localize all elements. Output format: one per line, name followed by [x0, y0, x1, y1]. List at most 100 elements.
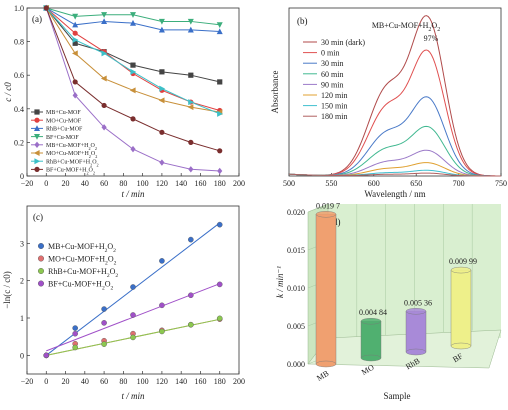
panel-a-legend-label: RhB+Cu-MOF: [46, 127, 83, 133]
panel-c-data-point: [159, 258, 165, 264]
panel-c-data-point: [130, 334, 136, 341]
panel-b-xtick-label: 650: [410, 179, 422, 188]
panel-c-data-point: [130, 312, 136, 318]
panel-d-category-label: MB: [315, 369, 330, 383]
panel-a-data-point: [71, 50, 78, 57]
panel-a-data-point: [101, 12, 108, 18]
panel-d-xlabel: Sample: [384, 391, 411, 401]
panel-c-legend-label: BF+Cu-MOF+H2O2: [48, 280, 114, 292]
panel-a-xtick-label: 20: [62, 179, 70, 188]
panel-a-xtick-label: 160: [194, 179, 206, 188]
panel-c-data-point: [188, 321, 194, 328]
panel-d-bar-body: [405, 311, 427, 353]
panel-b-legend-label: 180 min: [321, 112, 347, 121]
panel-a: (a) −20 0 20 40 60 80 100 120 140 160 180 20000.20.…: [3, 4, 245, 199]
panel-a-data-point: [159, 85, 166, 92]
panel-a-ylabel: c / c0: [3, 82, 13, 102]
panel-c-legend-label: MO+Cu-MOF+H2O2: [48, 255, 117, 267]
panel-d-bar-base: [405, 348, 427, 356]
panel-d-bar-cap: [450, 266, 472, 274]
panel-a-data-point: [130, 68, 137, 75]
panel-a-ytick-label: 1.0: [14, 4, 24, 13]
panel-a-data-point: [101, 102, 107, 109]
panel-a-xtick-label: 120: [156, 179, 168, 188]
panel-a-xtick-label: 60: [100, 179, 108, 188]
panel-c-series: [43, 221, 223, 359]
panel-a-legend-label: RhB+Cu-MOF+H2O2: [46, 159, 99, 167]
panel-c-data-point: [216, 221, 223, 228]
panel-c-data-point: [188, 292, 194, 299]
panel-c-ylabel: −ln(c / c0): [2, 271, 12, 309]
panel-c-xtick-label: 140: [175, 377, 187, 386]
panel-a-frame: [26, 7, 240, 177]
panel-d-value-label: 0.004 84: [359, 308, 387, 317]
panel-a-legend-marker: [34, 134, 40, 140]
panel-a-data-point: [159, 69, 165, 75]
panel-a-data-point: [159, 129, 165, 135]
panel-a-data-point: [187, 18, 194, 25]
panel-a-data-point: [217, 148, 223, 154]
panel-b-xtick-label: 750: [495, 179, 507, 188]
panel-a-data-point: [216, 28, 223, 35]
panel-a-legend-marker: [34, 125, 40, 131]
panel-a-data-point: [217, 110, 223, 117]
panel-a-data-point: [72, 36, 79, 43]
panel-c: (c) −20 0 20 40 60 80 100 120 140 160 180 200 0 1 2 3 M…: [2, 205, 245, 401]
panel-a-legend-label: BF+Cu-MOF+H2O2: [46, 168, 95, 176]
panel-b-series: [288, 15, 502, 177]
panel-c-data-point: [72, 330, 78, 337]
panel-a-legend-marker: [34, 158, 41, 165]
panel-a-data-point: [187, 26, 194, 33]
panel-a-data-point: [130, 116, 136, 122]
panel-a-data-point: [72, 21, 79, 28]
panel-b-label: (b): [297, 16, 308, 26]
panel-d-value-label: 0.019 7: [316, 201, 340, 210]
panel-c-ytick-label: 1: [20, 314, 24, 323]
panel-a-label: (a): [32, 14, 42, 24]
panel-a-series-line: [46, 7, 220, 33]
panel-c-data-point: [101, 320, 107, 326]
panel-a-ytick-label: 0.6: [14, 71, 24, 80]
panel-a-legend-label: MB+Cu-MOF+H2O2: [46, 143, 97, 151]
panel-d-bar-body: [315, 214, 337, 365]
panel-a-data-point: [130, 145, 136, 153]
panel-a-data-point: [188, 166, 194, 173]
panel-c-xtick-label: 160: [194, 377, 206, 386]
panel-b-xtick-label: 600: [368, 179, 380, 188]
panel-c-data-point: [216, 315, 223, 322]
panel-d-ytick-label: 0.000: [287, 360, 305, 369]
panel-a-data-point: [188, 72, 194, 78]
panel-a-legend-marker: [34, 109, 40, 115]
panel-d-ytick-label: 0.020: [287, 208, 305, 217]
panel-a-data-point: [130, 62, 136, 68]
panel-c-data-point: [159, 328, 165, 335]
panel-c-data-point: [101, 341, 107, 347]
panel-b-legend-label: 150 min: [321, 102, 347, 111]
panel-a-legend-marker: [34, 141, 40, 148]
panel-d-bar-base: [360, 354, 382, 362]
panel-a-xtick-label: 100: [137, 179, 149, 188]
panel-b-ylabel: Absorbance: [270, 71, 280, 114]
panel-a-data-point: [188, 99, 195, 106]
panel-d-ytick-grid: [307, 203, 329, 213]
panel-c-legend-label: RhB+Cu-MOF+H2O2: [48, 267, 118, 279]
panel-a-legend-label: MB+Cu-MOF: [46, 110, 81, 116]
panel-a-legend-marker: [34, 117, 40, 123]
panel-a-data-point: [158, 97, 165, 104]
panel-a-ytick-label: 0.8: [14, 38, 24, 47]
panel-c-xtick-label: 80: [119, 377, 127, 386]
panel-a-xtick-label: 80: [119, 179, 127, 188]
panel-b-xtick-label: 550: [325, 179, 337, 188]
panel-d-value-label: 0.009 99: [449, 257, 477, 266]
panel-a-xtick-label: 140: [175, 179, 187, 188]
panel-a-legend-label: BF+Cu-MOF: [46, 135, 79, 141]
panel-b-legend-label: 60 min: [321, 70, 343, 79]
panel-c-ytick-label: 0: [20, 351, 24, 360]
panel-a-legend-marker: [33, 150, 40, 156]
panel-d-bar-cap: [405, 308, 427, 315]
panel-b-legend-label: 30 min: [321, 59, 343, 68]
panel-c-frame: [26, 205, 240, 375]
